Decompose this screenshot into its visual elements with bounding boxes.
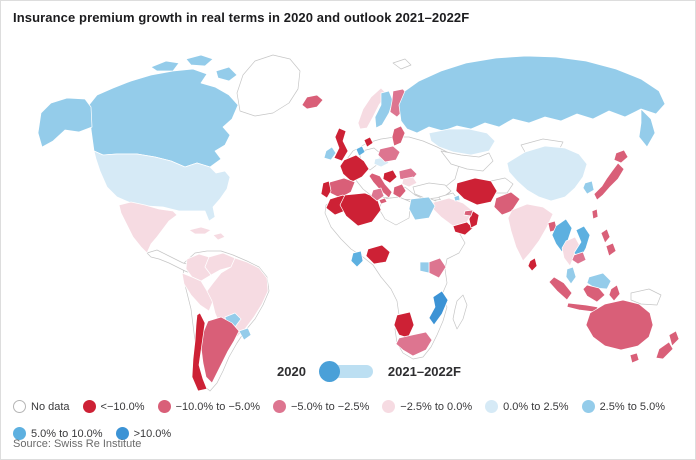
period-pill-circle-icon <box>318 361 340 382</box>
legend-label: >10.0% <box>133 427 172 440</box>
region-venezuela <box>204 252 236 276</box>
region-portugal <box>320 180 332 199</box>
region-australia <box>585 299 654 351</box>
region-cambodia <box>571 251 587 265</box>
legend-item-p0_p25: 0.0% to 2.5% <box>485 400 569 413</box>
region-iceland <box>301 94 324 110</box>
region-russia <box>398 55 666 148</box>
legend-label: <−10.0% <box>100 400 145 413</box>
region-poland <box>377 145 401 163</box>
region-tunisia <box>370 187 385 202</box>
legend-dot-m25_0 <box>382 400 396 413</box>
region-egypt <box>408 196 436 221</box>
legend-label: −2.5% to 0.0% <box>400 400 473 413</box>
legend-item-gt10: >10.0% <box>115 427 172 440</box>
legend-item-p25_p5: 2.5% to 5.0% <box>581 400 665 413</box>
region-uruguay <box>238 327 252 341</box>
period-2020-label: 2020 <box>277 363 306 379</box>
region-usa <box>93 150 231 222</box>
region-denmark <box>363 136 374 148</box>
legend-item-m25_0: −2.5% to 0.0% <box>382 400 472 413</box>
region-canada <box>88 54 239 168</box>
legend-dot-p5_p10 <box>13 427 26 440</box>
region-benelux <box>355 145 366 157</box>
region-chile <box>191 312 208 392</box>
region-sweden <box>374 90 394 129</box>
region-uganda <box>419 261 430 274</box>
legend-label: −10.0% to −5.0% <box>175 400 260 413</box>
region-france <box>339 154 370 183</box>
region-ireland <box>323 146 337 161</box>
legend-label: 5.0% to 10.0% <box>31 427 103 440</box>
region-central-asia <box>440 150 494 172</box>
legend-dot-m10_m5 <box>157 400 171 413</box>
period-pill-tail-icon <box>332 365 373 378</box>
figure-title: Insurance premium growth in real terms i… <box>13 10 470 25</box>
region-madagascar <box>452 294 468 330</box>
region-sri-lanka <box>527 257 538 272</box>
category-legend: No data <−10.0% −10.0% to −5.0% −5.0% to −2… <box>13 400 689 440</box>
legend-label: No data <box>31 400 70 413</box>
region-cuba <box>188 226 212 235</box>
region-bulgaria <box>401 176 418 188</box>
region-borneo-malaysia <box>586 272 612 290</box>
region-south-korea <box>582 180 595 195</box>
legend-label: −5.0% to −2.5% <box>290 400 370 413</box>
region-greece <box>392 183 407 199</box>
legend-item-p5_p10: 5.0% to 10.0% <box>13 427 103 440</box>
region-ecuador-peru <box>181 272 214 312</box>
region-china <box>506 145 588 202</box>
region-mozambique <box>428 290 449 326</box>
region-malaysia <box>565 266 577 285</box>
region-ghana <box>350 250 364 268</box>
region-yemen <box>452 221 474 236</box>
legend-dot-m5_m25 <box>272 400 286 413</box>
period-legend: 2020 2021–2022F <box>277 359 461 383</box>
region-kalimantan <box>582 284 606 303</box>
region-baltics <box>391 125 406 147</box>
region-alaska <box>37 97 93 148</box>
legend-dot-gt10 <box>115 427 129 440</box>
legend-item-m5_m25: −5.0% to −2.5% <box>272 400 370 413</box>
legend-dot-p25_p5 <box>581 400 595 413</box>
region-sulawesi <box>608 284 621 302</box>
region-nigeria <box>365 244 391 265</box>
legend-dot-p0_p25 <box>485 400 499 413</box>
legend-item-m10_m5: −10.0% to −5.0% <box>157 400 260 413</box>
region-uk <box>333 127 349 162</box>
legend-item-lt_m10: <−10.0% <box>82 400 145 413</box>
region-new-zealand <box>655 330 680 360</box>
period-pill-icon <box>318 360 375 382</box>
region-new-guinea <box>630 288 662 306</box>
source-note: Source: Swiss Re Institute <box>13 438 142 450</box>
legend-dot-no_data <box>13 400 26 413</box>
region-india <box>507 203 554 262</box>
region-thailand <box>561 236 581 267</box>
region-greenland <box>236 54 301 117</box>
region-taiwan <box>591 208 599 220</box>
region-croatia-balkans <box>382 169 398 184</box>
region-kuwait <box>453 194 461 202</box>
legend-dot-lt_m10 <box>82 400 96 413</box>
region-sumatra <box>548 276 573 301</box>
region-south-africa <box>395 331 433 357</box>
region-hispaniola <box>212 232 226 241</box>
region-philippines <box>600 228 617 257</box>
region-japan <box>593 149 629 201</box>
legend-label: 2.5% to 5.0% <box>599 400 665 413</box>
region-iran <box>455 177 498 206</box>
region-kazakhstan <box>428 128 496 156</box>
legend-label: 0.0% to 2.5% <box>503 400 569 413</box>
region-uae <box>463 209 474 217</box>
region-algeria <box>339 192 382 227</box>
legend-item-no_data: No data <box>13 400 70 413</box>
region-mexico <box>118 201 178 254</box>
region-tasmania <box>629 352 640 364</box>
region-turkey <box>412 182 452 200</box>
region-svalbard <box>392 58 412 70</box>
period-2021-2022-label: 2021–2022F <box>387 363 461 379</box>
